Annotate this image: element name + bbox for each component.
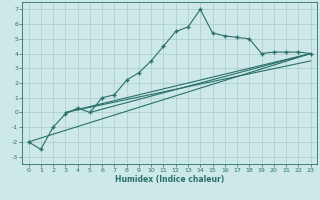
- X-axis label: Humidex (Indice chaleur): Humidex (Indice chaleur): [115, 175, 224, 184]
